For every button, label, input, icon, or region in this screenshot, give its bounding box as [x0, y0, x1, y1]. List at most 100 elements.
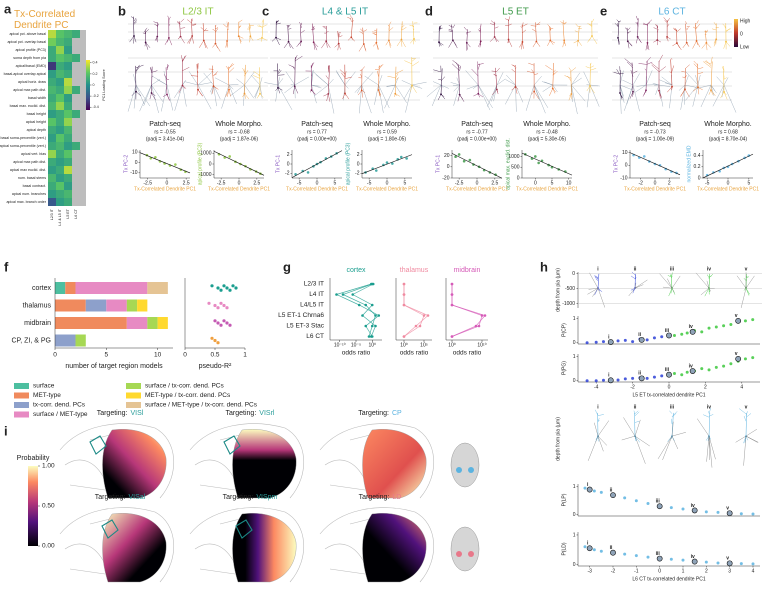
dendrite	[571, 67, 577, 72]
dendrite	[463, 26, 467, 31]
dendrite	[519, 41, 523, 48]
y-axis-label: Tx PC-1	[275, 155, 281, 174]
dendrite	[275, 37, 282, 41]
axon	[671, 421, 674, 437]
dendrite	[374, 29, 377, 32]
dendrite	[704, 288, 710, 297]
y-tick-label: -1000	[199, 172, 212, 178]
profile-point	[374, 324, 377, 328]
dendrite	[627, 41, 633, 46]
dendrite	[669, 410, 673, 414]
dendrite	[552, 69, 556, 73]
axon	[426, 84, 442, 97]
dendrite	[149, 92, 152, 100]
profile-point	[450, 335, 454, 338]
dendrite	[685, 21, 687, 25]
point	[722, 324, 726, 328]
axon	[472, 84, 479, 89]
dendrite	[411, 61, 419, 67]
dendrite	[713, 39, 717, 47]
x-tick-label: 10⁰	[368, 342, 376, 348]
axon	[230, 84, 245, 97]
dendrite	[300, 26, 302, 29]
category-label: thalamus	[23, 302, 52, 309]
bar-segment	[55, 334, 76, 347]
point	[623, 377, 627, 381]
dendrite	[706, 31, 708, 33]
soma	[191, 35, 194, 37]
axon	[652, 83, 660, 86]
dendrite	[632, 288, 636, 294]
highlight-label: iii	[656, 499, 661, 505]
dendrite	[466, 29, 468, 43]
morph-colorbar-label: High	[740, 18, 751, 24]
soma	[563, 39, 566, 42]
dendrite	[692, 26, 697, 30]
cell-label: ii	[634, 404, 637, 410]
axon	[197, 72, 212, 86]
soma	[617, 37, 619, 39]
plot-title: Patch-seq	[301, 121, 333, 128]
legend-label: surface / tx-corr. dend. PCs	[145, 383, 225, 390]
y-tick-label: -2	[285, 171, 290, 177]
axon	[544, 81, 553, 86]
dendrite	[238, 19, 243, 23]
dendrite	[710, 61, 713, 91]
map-title-prefix: Targeting:	[223, 494, 254, 501]
dendrite	[720, 91, 725, 99]
y-axis-label: P(PG)	[561, 361, 567, 375]
x-tick-label: 4	[740, 384, 743, 390]
dendrite	[658, 90, 662, 98]
x-axis-label: L6 CT tx-correlated dendrite PC1	[632, 576, 705, 582]
soma	[533, 90, 536, 93]
axis	[577, 354, 760, 383]
axon	[135, 84, 150, 107]
point	[631, 340, 635, 344]
axon	[697, 418, 710, 437]
heatmap-cell	[56, 54, 64, 62]
soma	[440, 93, 442, 96]
point	[385, 161, 389, 164]
dendrite	[696, 40, 701, 48]
x-tick-label: 0	[166, 180, 169, 186]
dendrite	[452, 63, 460, 71]
dendrite	[616, 19, 619, 22]
dendrite	[337, 31, 339, 44]
dendrite	[491, 70, 497, 72]
dendrite	[376, 28, 378, 43]
axis	[213, 150, 264, 179]
panel-title: L2/3 IT	[182, 7, 213, 18]
axon	[135, 84, 145, 105]
x-axis-label: Tx-Correlated Dendrite PC1	[208, 186, 270, 192]
dendrite	[313, 42, 318, 51]
heatmap-cell	[72, 38, 80, 46]
row-label: apical height	[26, 120, 46, 124]
soma	[479, 40, 482, 43]
dendrite	[693, 87, 699, 92]
point	[685, 370, 689, 374]
heatmap-cell	[48, 174, 56, 182]
column-label: L4 & L5 IT	[58, 208, 62, 225]
dendrite	[135, 67, 140, 72]
x-tick-label: 0	[386, 180, 389, 186]
axon	[203, 72, 214, 86]
dendrite	[697, 87, 700, 95]
heatmap-cell	[72, 198, 80, 206]
colorbar-label: PC1 Loading Score	[102, 69, 106, 100]
dendrite	[395, 66, 397, 94]
point	[457, 153, 461, 156]
point	[660, 374, 664, 378]
axon	[228, 84, 234, 90]
dendrite	[350, 18, 352, 21]
dendrite	[388, 27, 394, 32]
dendrite	[633, 410, 636, 415]
y-tick-label: 0.2	[694, 164, 701, 170]
dendrite	[258, 74, 261, 77]
dendrite	[191, 19, 193, 37]
soma	[438, 41, 440, 44]
soma	[551, 87, 554, 90]
cortex-map	[362, 513, 427, 583]
dendrite	[299, 24, 302, 42]
profile-point	[335, 293, 338, 296]
row-label: apical vert. bias	[21, 152, 46, 156]
